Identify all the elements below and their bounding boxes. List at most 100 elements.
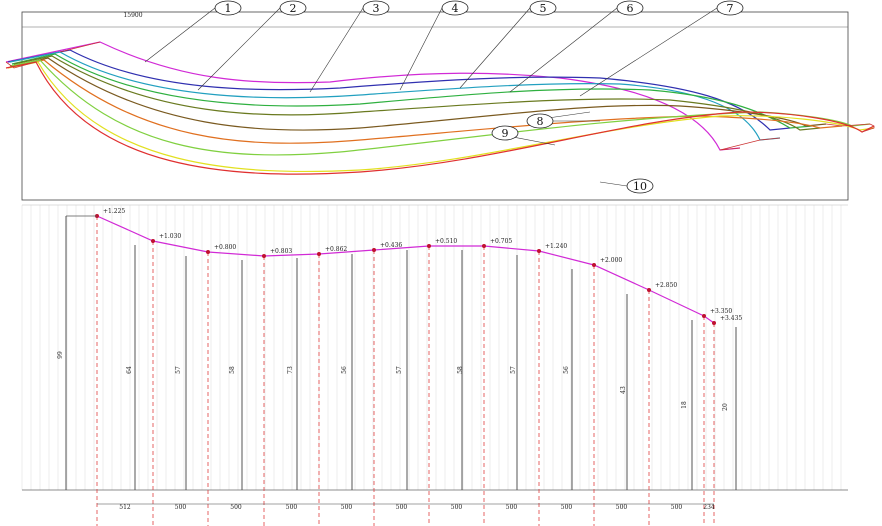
callout-9: 9 <box>491 125 556 146</box>
callout-label: 2 <box>290 2 297 15</box>
elevation-label: +0.800 <box>214 244 236 251</box>
spacing-label: 500 <box>230 504 242 511</box>
height-label: 43 <box>620 386 627 394</box>
elevation-label: +0.803 <box>270 248 292 255</box>
height-label: 58 <box>457 366 464 374</box>
elevation-label: +2.000 <box>600 257 622 264</box>
callout-label: 10 <box>633 180 647 193</box>
elevation-label: +1.240 <box>545 243 567 250</box>
elevation-point <box>647 288 651 292</box>
elevation-point <box>712 321 716 325</box>
callout-8: 8 <box>526 111 591 129</box>
elevation-label: +3.350 <box>710 308 732 315</box>
spacing-label: 500 <box>341 504 353 511</box>
spacing-label: 500 <box>451 504 463 511</box>
plan-curve-4 <box>11 53 813 129</box>
top-view-frame <box>21 11 849 201</box>
callout-label: 6 <box>627 2 634 15</box>
callout-bubble <box>491 125 519 141</box>
callout-5: 5 <box>459 0 557 89</box>
height-label: 58 <box>229 366 236 374</box>
spacing-label: 500 <box>671 504 683 511</box>
elevation-point <box>151 239 155 243</box>
height-label: 56 <box>563 366 570 374</box>
callout-3: 3 <box>309 0 390 93</box>
callout-leader <box>459 7 531 89</box>
callout-bubble <box>616 0 644 16</box>
spacing-label: 500 <box>175 504 187 511</box>
callout-label: 3 <box>373 2 380 15</box>
profile-marks: +1.225 +1.030 +0.800 +0.803 +0.862 +0.436 +0.5… <box>57 208 742 526</box>
callout-leader <box>197 7 281 91</box>
plan-curve-2 <box>7 49 791 131</box>
height-label: 18 <box>681 401 688 409</box>
callout-label: 1 <box>225 2 232 15</box>
curve-end-outline <box>5 41 875 151</box>
callout-10: 10 <box>599 178 654 194</box>
plan-curve-3 <box>9 51 781 141</box>
overall-dimension-label: 15900 <box>123 12 142 19</box>
callout-leader <box>399 7 443 91</box>
height-label: 73 <box>287 366 294 374</box>
plan-curve-10 <box>5 61 875 175</box>
spacing-label: 500 <box>396 504 408 511</box>
callout-label: 5 <box>540 2 547 15</box>
callout-bubble <box>214 0 242 16</box>
callout-label: 7 <box>727 2 734 15</box>
elevation-label: +2.850 <box>655 282 677 289</box>
callout-leader <box>579 7 718 97</box>
plan-curve-1 <box>5 41 741 151</box>
height-label: 56 <box>341 366 348 374</box>
elevation-label: +1.225 <box>103 208 125 215</box>
elevation-point <box>206 250 210 254</box>
plan-curve-9 <box>7 61 875 173</box>
plan-curve-5 <box>13 55 821 131</box>
elevation-label: +0.705 <box>490 238 512 245</box>
callout-bubble <box>529 0 557 16</box>
spacing-label: 234 <box>703 504 715 511</box>
plan-curves <box>5 41 875 175</box>
callout-leader <box>309 7 364 93</box>
callout-2: 2 <box>197 0 307 91</box>
callout-6: 6 <box>509 0 644 93</box>
spacing-label: 512 <box>119 504 131 511</box>
callout-4: 4 <box>399 0 469 91</box>
height-label: 99 <box>57 351 64 359</box>
elevation-label: +0.436 <box>380 242 402 249</box>
elevation-point <box>262 254 266 258</box>
profile-grid <box>21 204 848 491</box>
profile-curve <box>96 215 715 324</box>
callout-label: 9 <box>502 127 509 140</box>
elevation-point <box>482 244 486 248</box>
callouts: 1 2 3 4 5 6 7 8 9 10 <box>144 0 744 194</box>
callout-leader <box>144 7 216 63</box>
callout-bubble <box>716 0 744 16</box>
elevation-point <box>372 248 376 252</box>
callout-leader <box>599 181 628 187</box>
spacing-label: 500 <box>506 504 518 511</box>
callout-label: 4 <box>452 2 459 15</box>
height-label: 57 <box>175 366 182 374</box>
callout-label: 8 <box>537 115 544 128</box>
elevation-point <box>592 263 596 267</box>
elevation-label: +0.510 <box>435 238 457 245</box>
height-label: 57 <box>510 366 517 374</box>
elevation-label: +0.862 <box>325 246 347 253</box>
callout-leader <box>509 7 618 93</box>
callout-bubble <box>362 0 390 16</box>
elevation-point <box>537 249 541 253</box>
spacing-label: 500 <box>286 504 298 511</box>
elevation-point <box>427 244 431 248</box>
callout-bubble <box>279 0 307 16</box>
callout-bubble <box>626 178 654 194</box>
spacing-label: 500 <box>561 504 573 511</box>
elevation-label: +3.435 <box>720 315 742 322</box>
height-label: 57 <box>396 366 403 374</box>
height-label: 64 <box>126 366 133 374</box>
plan-curve-7 <box>11 59 843 144</box>
callout-1: 1 <box>144 0 242 63</box>
elevation-point <box>317 252 321 256</box>
top-view: 15900 1 2 3 4 5 6 7 8 9 10 <box>5 0 875 201</box>
